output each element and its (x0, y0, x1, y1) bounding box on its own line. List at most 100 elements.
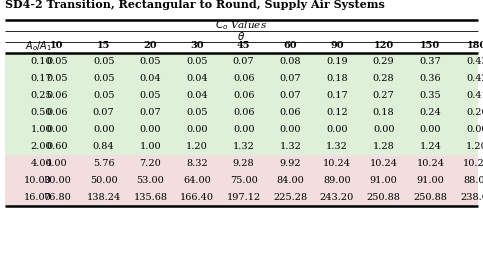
Text: 0.00: 0.00 (326, 125, 348, 134)
Text: 89.00: 89.00 (323, 176, 351, 185)
Text: 45: 45 (237, 42, 250, 50)
Text: 0.00: 0.00 (280, 125, 301, 134)
Text: 10.24: 10.24 (323, 159, 351, 168)
Text: 0.06: 0.06 (233, 91, 255, 100)
Text: 0.06: 0.06 (233, 108, 255, 117)
Text: 10.00: 10.00 (24, 176, 52, 185)
Text: 9.28: 9.28 (233, 159, 255, 168)
Text: 0.06: 0.06 (280, 108, 301, 117)
Text: 88.00: 88.00 (463, 176, 483, 185)
Text: 0.18: 0.18 (326, 74, 348, 83)
Text: SD4-2 Transition, Rectangular to Round, Supply Air Systems: SD4-2 Transition, Rectangular to Round, … (5, 0, 385, 10)
Text: 0.07: 0.07 (280, 74, 301, 83)
Text: 0.00: 0.00 (93, 125, 114, 134)
Text: 0.06: 0.06 (233, 74, 255, 83)
Text: 0.28: 0.28 (373, 74, 395, 83)
Bar (5, 172, 478, 189)
Text: 250.88: 250.88 (367, 193, 400, 202)
Text: 0.05: 0.05 (93, 57, 114, 66)
Text: 0.19: 0.19 (326, 57, 348, 66)
Text: 0.84: 0.84 (93, 142, 114, 151)
Text: 0.05: 0.05 (186, 57, 208, 66)
Text: 9.92: 9.92 (280, 159, 301, 168)
Text: 50.00: 50.00 (90, 176, 117, 185)
Text: 0.04: 0.04 (140, 74, 161, 83)
Text: 1.32: 1.32 (279, 142, 301, 151)
Bar (5, 189, 478, 206)
Text: 0.26: 0.26 (466, 108, 483, 117)
Text: 1.00: 1.00 (30, 125, 52, 134)
Text: 225.28: 225.28 (273, 193, 307, 202)
Text: 0.07: 0.07 (93, 108, 114, 117)
Text: 0.00: 0.00 (420, 125, 441, 134)
Text: 0.17: 0.17 (30, 74, 52, 83)
Text: 0.07: 0.07 (280, 91, 301, 100)
Text: 0.18: 0.18 (373, 108, 395, 117)
Text: 0.29: 0.29 (373, 57, 395, 66)
Text: 0.00: 0.00 (373, 125, 395, 134)
Text: 15: 15 (97, 42, 110, 50)
Text: 0.50: 0.50 (30, 108, 52, 117)
Bar (5, 155, 478, 172)
Text: $A_o/A_1$: $A_o/A_1$ (25, 39, 52, 53)
Bar (5, 138, 478, 155)
Text: 1.00: 1.00 (140, 142, 161, 151)
Text: 0.17: 0.17 (326, 91, 348, 100)
Text: 7.20: 7.20 (140, 159, 161, 168)
Text: 138.24: 138.24 (86, 193, 121, 202)
Text: 0.05: 0.05 (93, 91, 114, 100)
Text: 0.06: 0.06 (46, 108, 68, 117)
Text: 91.00: 91.00 (416, 176, 444, 185)
Text: 0.37: 0.37 (419, 57, 441, 66)
Text: 0.42: 0.42 (466, 74, 483, 83)
Text: 0.05: 0.05 (46, 74, 68, 83)
Text: 10: 10 (50, 42, 64, 50)
Text: 16.00: 16.00 (24, 193, 52, 202)
Text: 0.06: 0.06 (46, 91, 68, 100)
Text: 0.05: 0.05 (140, 91, 161, 100)
Text: 84.00: 84.00 (276, 176, 304, 185)
Text: 0.24: 0.24 (419, 108, 441, 117)
Text: 0.07: 0.07 (233, 57, 255, 66)
Text: 1.28: 1.28 (373, 142, 395, 151)
Text: 238.08: 238.08 (460, 193, 483, 202)
Bar (5, 104, 478, 121)
Text: 30.00: 30.00 (43, 176, 71, 185)
Text: 180: 180 (467, 42, 483, 50)
Text: 0.00: 0.00 (46, 125, 68, 134)
Text: 4.00: 4.00 (30, 159, 52, 168)
Text: 90: 90 (330, 42, 344, 50)
Text: 166.40: 166.40 (180, 193, 214, 202)
Text: 0.43: 0.43 (466, 57, 483, 66)
Text: 10.24: 10.24 (416, 159, 444, 168)
Text: 243.20: 243.20 (320, 193, 354, 202)
Text: 0.05: 0.05 (140, 57, 161, 66)
Text: 75.00: 75.00 (230, 176, 257, 185)
Bar (5, 87, 478, 104)
Text: 5.76: 5.76 (93, 159, 114, 168)
Text: 120: 120 (373, 42, 394, 50)
Text: 1.20: 1.20 (466, 142, 483, 151)
Text: 0.08: 0.08 (280, 57, 301, 66)
Text: 0.00: 0.00 (466, 125, 483, 134)
Text: 0.04: 0.04 (186, 74, 208, 83)
Text: 0.60: 0.60 (46, 142, 68, 151)
Text: 0.36: 0.36 (420, 74, 441, 83)
Text: 60: 60 (284, 42, 297, 50)
Text: 10.24: 10.24 (463, 159, 483, 168)
Text: 0.05: 0.05 (186, 108, 208, 117)
Text: 53.00: 53.00 (137, 176, 164, 185)
Bar (5, 53, 478, 70)
Text: 20: 20 (143, 42, 157, 50)
Text: 0.00: 0.00 (233, 125, 255, 134)
Text: $C_o$ Values: $C_o$ Values (215, 19, 268, 32)
Text: 197.12: 197.12 (227, 193, 261, 202)
Text: 135.68: 135.68 (133, 193, 167, 202)
Text: 0.00: 0.00 (186, 125, 208, 134)
Text: 0.00: 0.00 (140, 125, 161, 134)
Text: 30: 30 (190, 42, 204, 50)
Text: 8.32: 8.32 (186, 159, 208, 168)
Text: 0.25: 0.25 (30, 91, 52, 100)
Text: 1.32: 1.32 (326, 142, 348, 151)
Text: 2.00: 2.00 (30, 142, 52, 151)
